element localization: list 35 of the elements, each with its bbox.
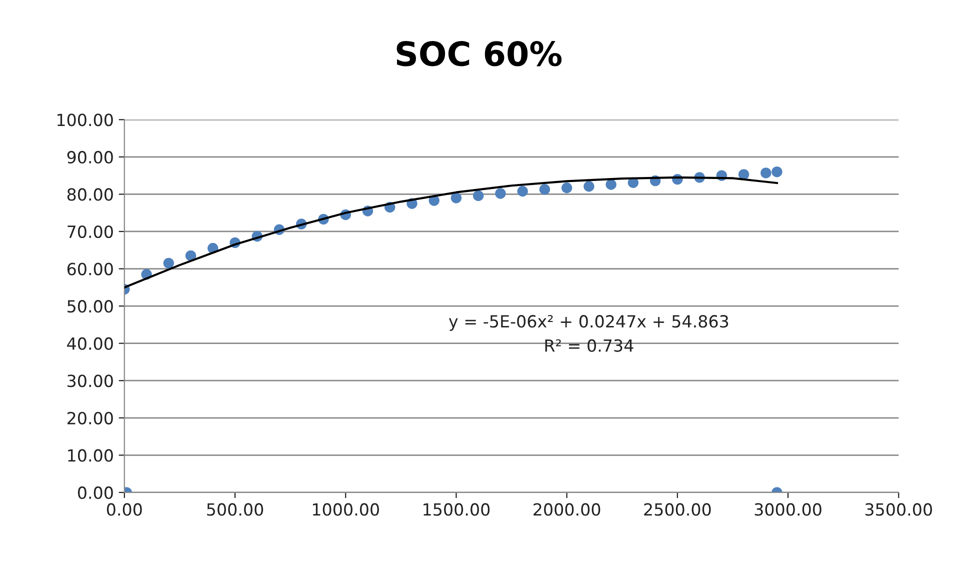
y-tick-label: 10.00 — [68, 449, 113, 462]
point — [495, 188, 506, 199]
annotation: R² = 0.734 — [545, 339, 634, 352]
annotation: y = -5E-06x² + 0.0247x + 54.863 — [448, 315, 728, 331]
point — [738, 169, 750, 180]
y-tick-label: 90.00 — [67, 150, 113, 164]
point — [561, 182, 572, 194]
y-tick-label: 70.00 — [68, 225, 113, 238]
y-tick-label: 80.00 — [67, 188, 113, 201]
y-tick-label: 30.00 — [68, 374, 113, 388]
y-tick-label: 40.00 — [67, 337, 113, 350]
x-tick-label: 3500.00 — [865, 503, 932, 516]
point — [772, 166, 782, 178]
point — [517, 186, 528, 197]
x-tick-label: 1000.00 — [312, 503, 379, 516]
point — [450, 192, 462, 204]
point — [606, 179, 616, 190]
y-tick-label: 50.00 — [68, 300, 113, 313]
y-tick-label: 100.00 — [58, 114, 113, 126]
y-tick-label: 0.00 — [78, 486, 113, 500]
x-tick-label: 2000.00 — [534, 503, 600, 516]
point — [539, 184, 550, 195]
point — [472, 190, 484, 202]
x-tick-label: 2500.00 — [644, 503, 711, 516]
chart-title: SOC 60% — [396, 41, 562, 66]
y-tick-label: 60.00 — [67, 262, 113, 276]
x-tick-label: 1500.00 — [424, 503, 490, 516]
x-tick-label: 500.00 — [207, 503, 264, 516]
x-tick-label: 3000.00 — [754, 503, 822, 516]
y-tick-label: 20.00 — [68, 412, 113, 424]
point — [163, 258, 174, 269]
point — [584, 181, 594, 192]
point — [760, 168, 772, 178]
point — [185, 250, 196, 262]
x-tick-label: 0.00 — [106, 503, 142, 516]
